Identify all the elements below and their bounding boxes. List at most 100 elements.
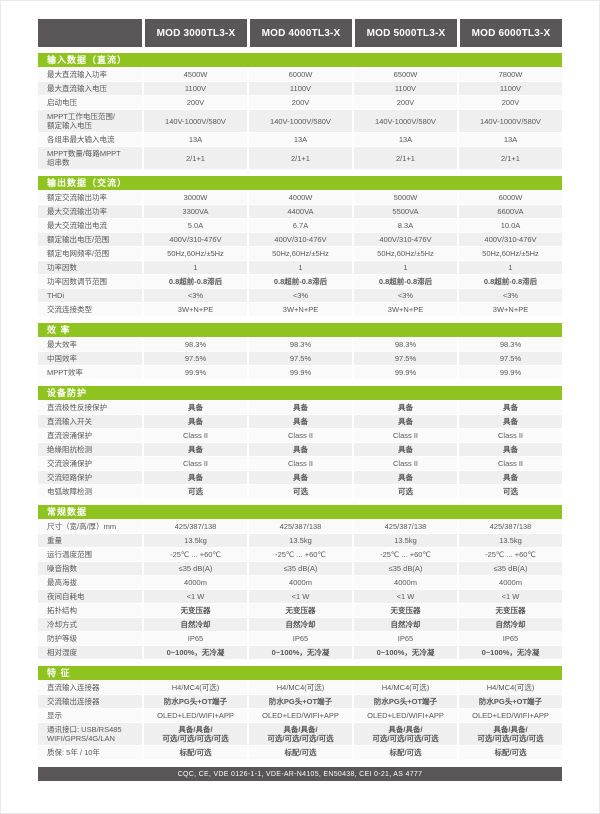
spec-label: 中国效率 [47, 354, 77, 363]
spec-value: 50Hz,60Hz/±5Hz [142, 247, 247, 260]
spec-row: 最高海拔 4000m 4000m 4000m 4000m [38, 576, 562, 590]
spec-label: 最大交流输出电流 [47, 221, 107, 230]
spec-label: 直流浪涌保护 [47, 431, 92, 440]
spec-value: 具备 [352, 415, 457, 428]
spec-value: 0~100%，无冷凝 [457, 646, 562, 659]
spec-label: 最大直流输入功率 [47, 70, 107, 79]
spec-value: 200V [142, 96, 247, 109]
model-header-corner [38, 19, 142, 47]
spec-section: 输入数据（直流） 最大直流输入功率 4500W 6000W 6500W 7800W 最大直流… [38, 53, 562, 170]
spec-value: 具备/具备/ 可选/可选/可选/可选 [142, 723, 247, 745]
spec-value: 7800W [457, 68, 562, 81]
spec-value: 425/387/138 [457, 520, 562, 533]
spec-value: Class II [457, 457, 562, 470]
spec-label: 显示 [47, 711, 62, 720]
spec-value: 50Hz,60Hz/±5Hz [457, 247, 562, 260]
certifications-bar: CQC, CE, VDE 0126-1-1, VDE-AR-N4105, EN5… [38, 767, 562, 781]
spec-label: MPPT效率 [47, 368, 83, 377]
spec-value: 具备/具备/ 可选/可选/可选/可选 [352, 723, 457, 745]
spec-row: 交流连接类型 3W+N+PE 3W+N+PE 3W+N+PE 3W+N+PE [38, 303, 562, 317]
spec-value: 具备 [247, 401, 352, 414]
spec-label: MPPT数量/每路MPPT 组串数 [47, 149, 121, 167]
spec-label: 通讯接口: USB/RS485 WIFI/GPRS/4G/LAN [47, 725, 122, 743]
spec-value: 具备 [247, 443, 352, 456]
spec-value: 4000m [247, 576, 352, 589]
spec-row: 直流浪涌保护 Class II Class II Class II Class II [38, 429, 562, 443]
spec-row: 功率因数 1 1 1 1 [38, 261, 562, 275]
spec-value: 99.9% [352, 366, 457, 379]
spec-row: 防护等级 IP65 IP65 IP65 IP65 [38, 632, 562, 646]
spec-row: 重量 13.5kg 13.5kg 13.5kg 13.5kg [38, 534, 562, 548]
model-header: MOD 3000TL3-X [145, 19, 247, 47]
spec-value: 自然冷却 [457, 618, 562, 631]
spec-value: 13.5kg [352, 534, 457, 547]
spec-value: 13.5kg [142, 534, 247, 547]
spec-value: OLED+LED/WIFI+APP [352, 709, 457, 722]
spec-value: 防水PG头+OT端子 [247, 695, 352, 708]
spec-value: 具备 [352, 443, 457, 456]
spec-value: IP65 [352, 632, 457, 645]
spec-value: -25℃ ... +60℃ [457, 548, 562, 561]
spec-section: 输出数据（交流） 额定交流输出功率 3000W 4000W 5000W 6000W 最大交流… [38, 176, 562, 317]
spec-row: MPPT效率 99.9% 99.9% 99.9% 99.9% [38, 366, 562, 380]
spec-value: 防水PG头+OT端子 [457, 695, 562, 708]
spec-row: 交流短路保护 具备 具备 具备 具备 [38, 471, 562, 485]
spec-row: 夜间自耗电 <1 W <1 W <1 W <1 W [38, 590, 562, 604]
spec-value: 140V-1000V/580V [457, 110, 562, 132]
spec-value: ≤35 dB(A) [457, 562, 562, 575]
spec-value: 13.5kg [247, 534, 352, 547]
spec-label: 各组串最大输入电流 [47, 135, 115, 144]
spec-value: 标配/可选 [142, 746, 247, 759]
spec-value: 6000W [457, 191, 562, 204]
spec-value: 标配/可选 [352, 746, 457, 759]
section-title: 设备防护 [38, 386, 562, 400]
spec-value: Class II [247, 429, 352, 442]
spec-value: 1100V [352, 82, 457, 95]
spec-value: 自然冷却 [352, 618, 457, 631]
spec-value: 140V-1000V/580V [142, 110, 247, 132]
spec-section: 常规数据 尺寸（宽/高/厚）mm 425/387/138 425/387/138 425… [38, 505, 562, 660]
spec-value: <1 W [352, 590, 457, 603]
spec-value: 140V-1000V/580V [352, 110, 457, 132]
spec-value: 13A [457, 133, 562, 146]
spec-value: 400V/310-476V [247, 233, 352, 246]
spec-label: MPPT工作电压范围/ 额定输入电压 [47, 112, 115, 130]
spec-label: 启动电压 [47, 98, 77, 107]
spec-value: 具备/具备/ 可选/可选/可选/可选 [457, 723, 562, 745]
spec-value: 3W+N+PE [457, 303, 562, 316]
model-header: MOD 6000TL3-X [460, 19, 562, 47]
spec-value: 具备 [457, 471, 562, 484]
model-header: MOD 5000TL3-X [355, 19, 457, 47]
spec-value: 99.9% [247, 366, 352, 379]
spec-label: 尺寸（宽/高/厚）mm [47, 522, 117, 531]
spec-value: 3W+N+PE [247, 303, 352, 316]
spec-value: 5500VA [352, 205, 457, 218]
spec-value: 无变压器 [247, 604, 352, 617]
spec-value: -25℃ ... +60℃ [352, 548, 457, 561]
spec-value: 1 [247, 261, 352, 274]
spec-label: 最大效率 [47, 340, 77, 349]
spec-value: 标配/可选 [247, 746, 352, 759]
spec-value: ≤35 dB(A) [142, 562, 247, 575]
spec-row: MPPT数量/每路MPPT 组串数 2/1+1 2/1+1 2/1+1 2/1+1 [38, 147, 562, 170]
spec-label: 直流输入连接器 [47, 683, 100, 692]
spec-label: 最大交流输出功率 [47, 207, 107, 216]
spec-value: 4000m [352, 576, 457, 589]
spec-section: 效 率最大效率 98.3% 98.3% 98.3% 98.3% 中国效率 97.5% 97.5… [38, 323, 562, 380]
spec-value: 无变压器 [352, 604, 457, 617]
spec-row: 通讯接口: USB/RS485 WIFI/GPRS/4G/LAN 具备/具备/ 可… [38, 723, 562, 746]
spec-value: 200V [352, 96, 457, 109]
spec-value: OLED+LED/WIFI+APP [457, 709, 562, 722]
spec-value: 97.5% [352, 352, 457, 365]
spec-value: 400V/310-476V [352, 233, 457, 246]
spec-value: 具备 [142, 443, 247, 456]
spec-value: 自然冷却 [142, 618, 247, 631]
spec-value: <1 W [457, 590, 562, 603]
spec-value: 1 [352, 261, 457, 274]
spec-value: 具备 [457, 415, 562, 428]
spec-value: 具备 [352, 401, 457, 414]
spec-value: 4000m [457, 576, 562, 589]
spec-value: <1 W [247, 590, 352, 603]
spec-value: OLED+LED/WIFI+APP [247, 709, 352, 722]
spec-row: 最大交流输出功率 3300VA 4400VA 5500VA 6600VA [38, 205, 562, 219]
